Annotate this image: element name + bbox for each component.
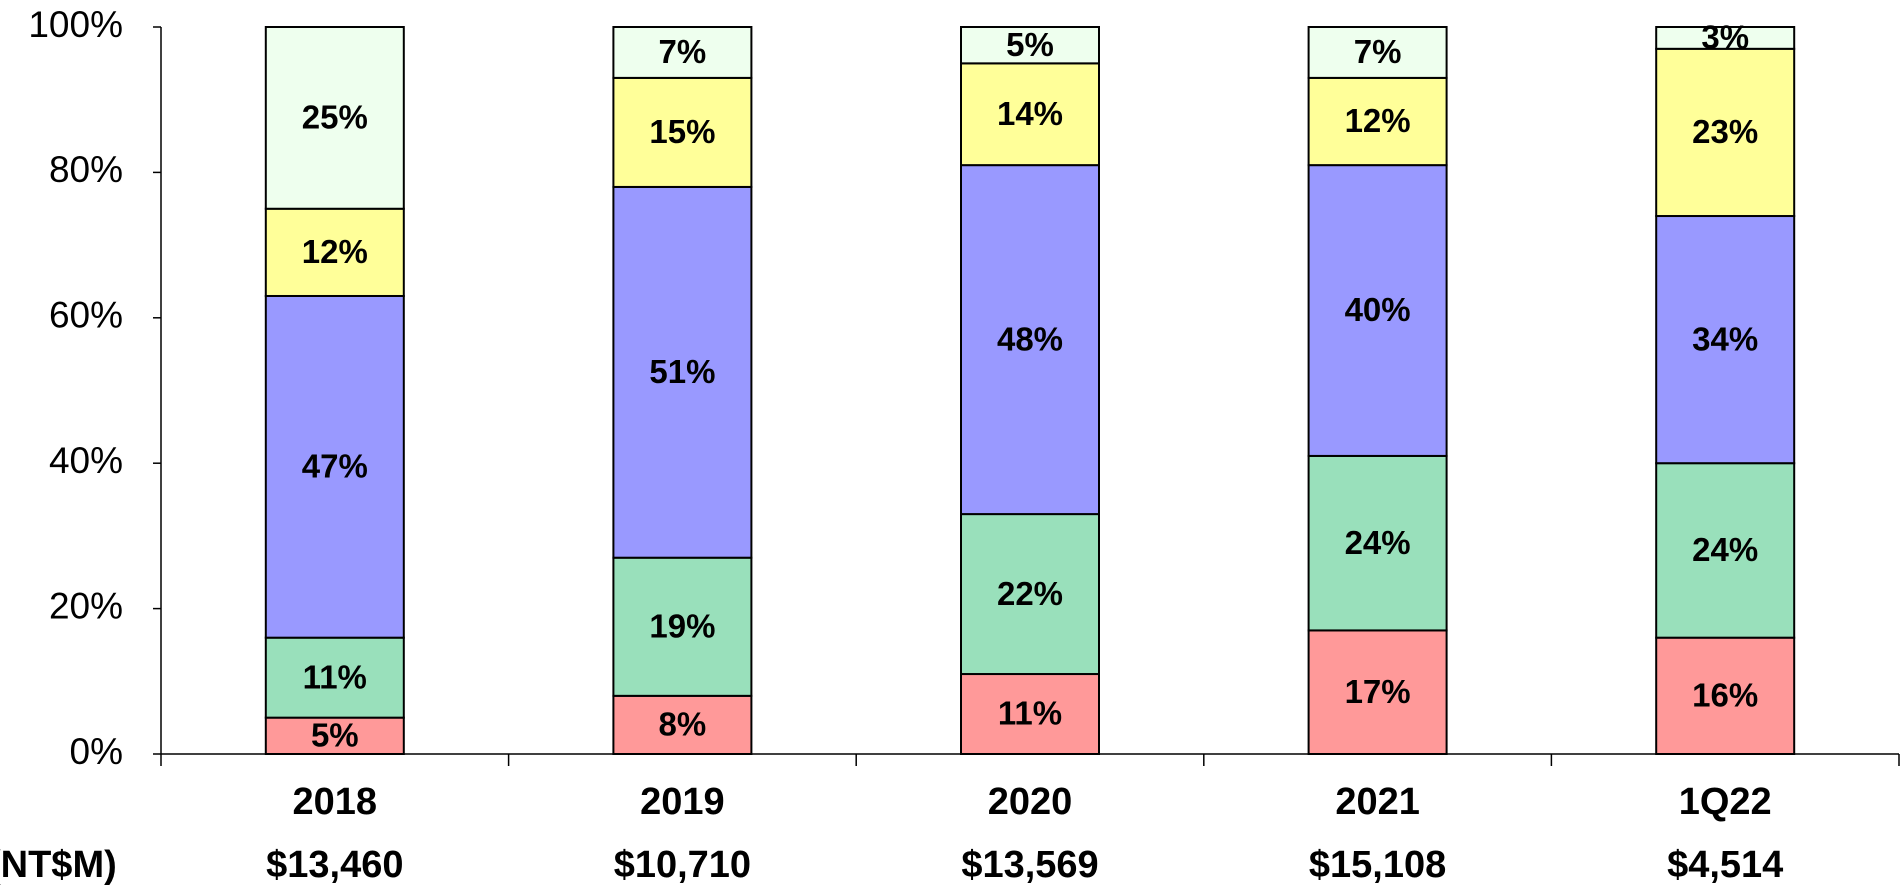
bar-segment	[1655, 47, 1796, 218]
value-label: 23%	[1692, 113, 1758, 150]
y-tick-label: 40%	[49, 440, 123, 481]
value-label: 48%	[997, 320, 1063, 357]
bar-segment	[1307, 26, 1448, 79]
value-label: 5%	[311, 717, 359, 754]
value-label: 17%	[1345, 673, 1411, 710]
bar-segment	[612, 694, 753, 756]
bar-segment	[960, 164, 1100, 516]
y-tick-label: 80%	[49, 149, 123, 190]
bar-segment	[264, 294, 405, 639]
value-label: 24%	[1345, 524, 1411, 561]
bar-segment	[1307, 76, 1448, 167]
bar-segment	[264, 26, 405, 210]
bar-segment	[612, 556, 753, 697]
bar-segment	[612, 26, 753, 79]
value-label: 51%	[649, 353, 715, 390]
bar-segment	[1655, 215, 1796, 465]
y-tick-label: 60%	[49, 295, 123, 336]
total-label: $4,514	[1667, 844, 1783, 886]
bar-segment	[960, 673, 1100, 756]
bar-segment	[1307, 629, 1448, 755]
value-label: 11%	[303, 658, 367, 695]
bar-segment	[960, 513, 1100, 676]
value-label: 8%	[659, 706, 707, 743]
bar-segment	[960, 26, 1100, 65]
bar-segment	[1307, 164, 1448, 457]
bar-segment	[264, 716, 405, 756]
value-label: 12%	[1345, 102, 1411, 139]
bar-segment	[612, 185, 753, 559]
y-tick-label: 20%	[49, 585, 123, 626]
x-tick-label: 2018	[293, 781, 378, 823]
value-label: 34%	[1692, 320, 1758, 357]
total-label: $10,710	[614, 844, 751, 886]
value-label: 5%	[1006, 26, 1054, 63]
value-label: 40%	[1345, 291, 1411, 328]
bar-segment	[1307, 454, 1448, 632]
bar-segment	[264, 207, 405, 297]
total-label: $15,108	[1309, 844, 1446, 886]
bar-segment	[612, 76, 753, 188]
value-label: 7%	[1354, 33, 1402, 70]
value-label: 14%	[997, 95, 1063, 132]
value-label: 24%	[1692, 531, 1758, 568]
x-tick-label: 2019	[640, 781, 725, 823]
value-label: 25%	[302, 99, 368, 136]
y-tick-label: 0%	[70, 731, 123, 772]
value-label: 16%	[1692, 677, 1758, 714]
value-label: 11%	[998, 695, 1062, 732]
bar-segment	[264, 636, 405, 719]
value-label: 7%	[659, 33, 707, 70]
value-label: 3%	[1701, 19, 1749, 56]
x-tick-label: 1Q22	[1679, 781, 1772, 823]
total-label: $13,460	[266, 844, 403, 886]
x-tick-label: 2021	[1335, 781, 1420, 823]
value-label: 22%	[997, 575, 1063, 612]
value-label: 19%	[649, 607, 715, 644]
value-label: 12%	[302, 233, 368, 270]
bar-segment	[960, 62, 1100, 167]
totals-label: (NT$M)	[0, 844, 117, 886]
bar-segment	[1655, 26, 1796, 50]
y-tick-label: 100%	[28, 4, 123, 45]
total-label: $13,569	[961, 844, 1098, 886]
value-label: 15%	[649, 113, 715, 150]
x-tick-label: 2020	[988, 781, 1073, 823]
value-label: 47%	[302, 448, 368, 485]
